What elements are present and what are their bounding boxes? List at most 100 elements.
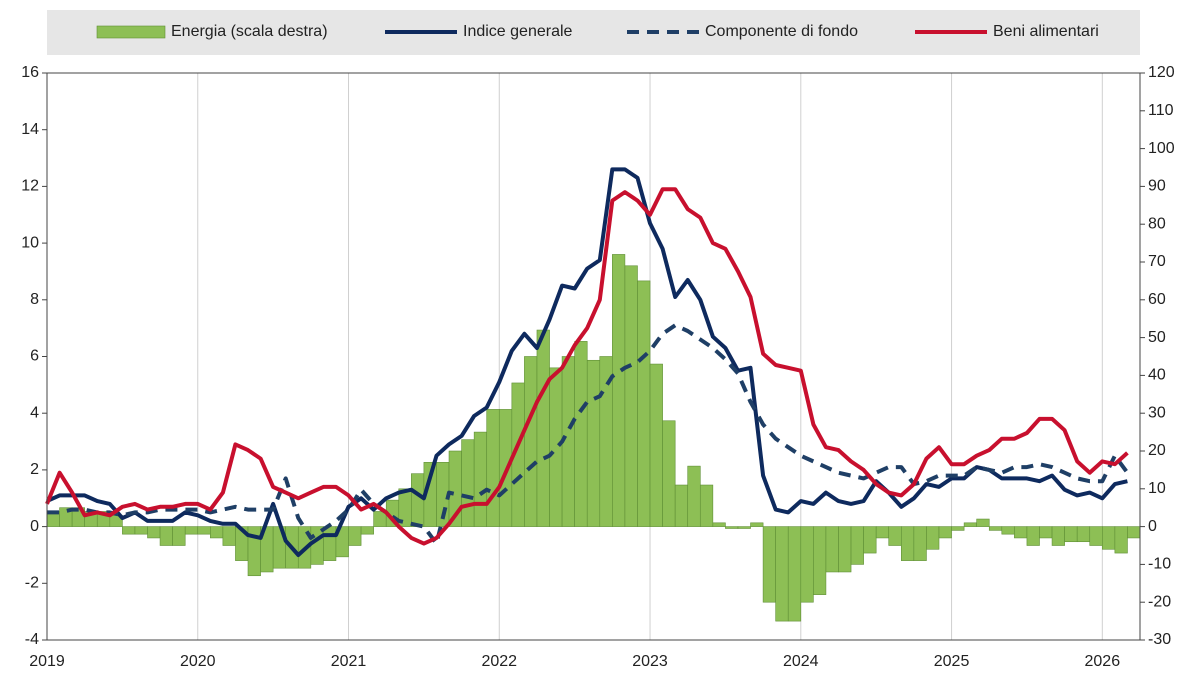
bar: [348, 526, 362, 546]
bar: [1001, 526, 1015, 535]
bar: [1127, 526, 1141, 539]
legend-label: Componente di fondo: [705, 23, 858, 40]
bar: [649, 363, 663, 527]
y-tick-label: 4: [30, 404, 39, 421]
bar: [1102, 526, 1116, 550]
bar: [1051, 526, 1065, 546]
bar: [1114, 526, 1128, 554]
bar: [1076, 526, 1091, 543]
line-series: [47, 323, 1130, 546]
bar: [699, 484, 714, 527]
bar: [662, 420, 676, 527]
y2-tick-label: 10: [1148, 480, 1166, 497]
bar: [222, 526, 236, 546]
y2-tick-label: 0: [1148, 518, 1157, 535]
bar: [1039, 526, 1053, 539]
bar: [122, 526, 136, 535]
y2-tick-label: 20: [1148, 442, 1166, 459]
bar: [134, 526, 148, 535]
line-series: [46, 167, 1128, 557]
bar: [373, 511, 387, 527]
bar: [951, 526, 965, 531]
bar: [210, 526, 224, 539]
x-tick-label: 2022: [481, 653, 517, 670]
bar: [938, 526, 952, 539]
bar: [637, 280, 651, 527]
bar: [863, 526, 877, 554]
bar: [159, 526, 173, 546]
y-tick-label: 2: [30, 461, 39, 478]
bar: [486, 409, 500, 527]
y2-tick-label: 100: [1148, 140, 1175, 157]
bar: [976, 518, 990, 527]
y-tick-label: -4: [25, 631, 39, 648]
x-tick-label: 2021: [331, 653, 367, 670]
bar: [712, 522, 726, 527]
y2-tick-label: -20: [1148, 593, 1171, 610]
y-tick-label: 10: [21, 234, 39, 251]
bar: [1089, 526, 1103, 546]
y-tick-label: 8: [30, 291, 39, 308]
bar: [926, 526, 940, 550]
y2-tick-label: 110: [1148, 102, 1174, 119]
bar: [900, 526, 915, 561]
bar: [813, 526, 827, 595]
y2-tick-label: 70: [1148, 253, 1166, 270]
x-tick-label: 2026: [1085, 653, 1121, 670]
y-tick-label: 16: [21, 64, 39, 81]
y2-tick-label: -10: [1148, 556, 1171, 573]
y2-tick-label: 30: [1148, 404, 1166, 421]
y-tick-label: 14: [21, 121, 39, 138]
bar: [411, 473, 425, 527]
bar: [875, 526, 890, 539]
y2-tick-label: 80: [1148, 215, 1166, 232]
legend-label: Beni alimentari: [993, 23, 1099, 40]
x-tick-label: 2023: [632, 653, 668, 670]
bar: [787, 526, 802, 622]
bar: [850, 526, 864, 565]
bar: [775, 526, 789, 622]
bar: [963, 522, 977, 527]
y-tick-label: -2: [25, 575, 39, 592]
x-tick-label: 2024: [783, 653, 819, 670]
bar: [624, 265, 638, 527]
bar: [536, 329, 550, 527]
bar: [1026, 526, 1040, 546]
legend-label: Indice generale: [463, 23, 573, 40]
bar: [323, 526, 337, 561]
x-tick-label: 2019: [29, 653, 65, 670]
bar: [687, 465, 701, 527]
bar: [838, 526, 852, 573]
bar: [612, 254, 626, 527]
bar: [1064, 526, 1078, 543]
bar: [725, 526, 739, 529]
y2-tick-label: 50: [1148, 329, 1166, 346]
y2-tick-label: 40: [1148, 367, 1166, 384]
x-tick-label: 2025: [934, 653, 970, 670]
bar: [800, 526, 814, 603]
y2-tick-label: 60: [1148, 291, 1166, 308]
y2-tick-label: -30: [1148, 631, 1171, 648]
x-tick-label: 2020: [180, 653, 216, 670]
y-tick-label: 6: [30, 348, 39, 365]
y2-tick-label: 90: [1148, 178, 1166, 195]
bar: [172, 526, 186, 546]
bar: [988, 526, 1003, 531]
bar: [461, 439, 475, 527]
bar: [762, 526, 776, 603]
bar: [586, 359, 601, 527]
bar: [524, 356, 538, 527]
bar: [888, 526, 902, 546]
plot-frame: [46, 72, 1141, 641]
bar: [674, 484, 689, 527]
bar: [913, 526, 927, 561]
line-series: [45, 187, 1129, 546]
bar: [147, 526, 161, 539]
y-tick-label: 0: [30, 518, 39, 535]
legend-swatch: [96, 25, 166, 39]
bar: [184, 526, 199, 535]
bar: [825, 526, 839, 573]
y2-tick-label: 120: [1148, 64, 1175, 81]
bar: [750, 522, 764, 527]
